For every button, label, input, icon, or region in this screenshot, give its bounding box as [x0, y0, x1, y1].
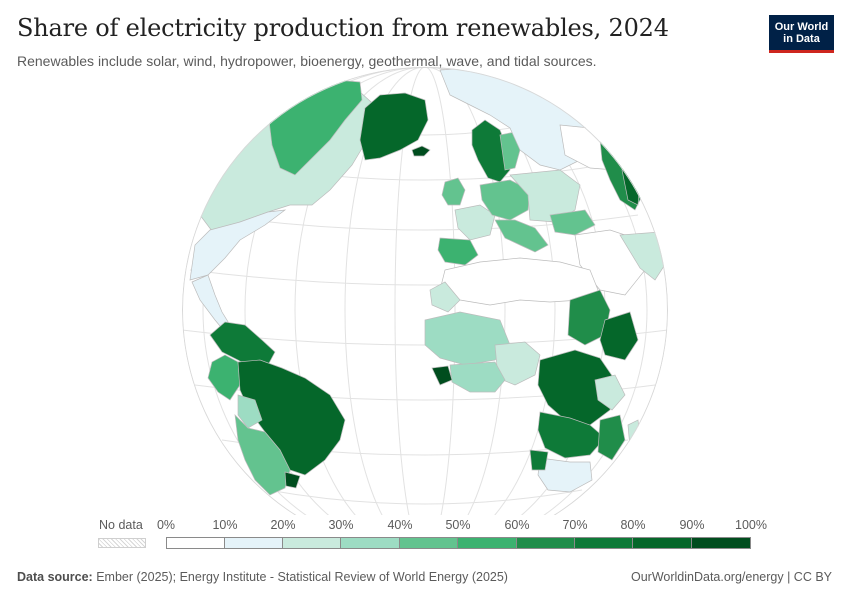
legend-swatch[interactable]: [341, 537, 400, 549]
region-namibia[interactable]: [529, 449, 549, 471]
legend-swatch[interactable]: [400, 537, 458, 549]
region-east-africa[interactable]: [594, 374, 626, 411]
region-peru[interactable]: [207, 354, 241, 401]
region-iceland[interactable]: [411, 145, 431, 157]
region-sahel-west[interactable]: [424, 311, 511, 366]
legend-no-data-label: No data: [99, 518, 143, 532]
legend-scale-border: [166, 537, 751, 549]
region-central-europe[interactable]: [479, 179, 531, 221]
legend-swatch[interactable]: [225, 537, 283, 549]
legend-tick-label: 50%: [445, 518, 471, 532]
logo-line-2: in Data: [783, 33, 820, 45]
region-mozambique[interactable]: [597, 414, 626, 461]
legend-swatch[interactable]: [633, 537, 692, 549]
legend-tick-label: 30%: [328, 518, 354, 532]
legend-swatch[interactable]: [575, 537, 633, 549]
data-source-label: Data source:: [17, 570, 93, 584]
legend-swatch[interactable]: [517, 537, 575, 549]
region-iberia[interactable]: [437, 237, 479, 266]
legend-tick-label: 10%: [212, 518, 238, 532]
region-south-africa[interactable]: [537, 457, 593, 493]
region-france[interactable]: [454, 204, 496, 241]
globe-outline: [182, 67, 668, 515]
region-central-africa[interactable]: [537, 349, 616, 426]
data-source-text[interactable]: Ember (2025); Energy Institute - Statist…: [96, 570, 508, 584]
legend-scale: [166, 537, 751, 550]
chart-title: Share of electricity production from ren…: [17, 14, 669, 42]
region-bolivia[interactable]: [237, 394, 263, 429]
owid-logo[interactable]: Our World in Data: [769, 15, 834, 53]
legend-tick-label: 100%: [735, 518, 767, 532]
legend-tick-label: 0%: [156, 518, 176, 532]
legend-tick-label: 20%: [270, 518, 296, 532]
logo-line-1: Our World: [774, 21, 829, 33]
legend-swatch[interactable]: [458, 537, 517, 549]
region-greenland[interactable]: [359, 92, 429, 161]
region-south-asia[interactable]: [619, 231, 668, 281]
globe-map[interactable]: [0, 0, 850, 515]
region-western-sahara[interactable]: [429, 281, 461, 313]
region-usa[interactable]: [189, 209, 287, 281]
region-ethiopia[interactable]: [599, 311, 639, 361]
legend-tick-label: 90%: [679, 518, 705, 532]
region-angola-zambia[interactable]: [537, 411, 606, 459]
region-liberia[interactable]: [431, 365, 453, 386]
region-uk-ireland[interactable]: [441, 177, 466, 206]
region-gulf-of-guinea[interactable]: [449, 361, 506, 393]
source-url[interactable]: OurWorldinData.org/energy | CC BY: [630, 570, 832, 584]
legend-tick-label: 80%: [620, 518, 646, 532]
legend-swatch[interactable]: [166, 537, 225, 549]
legend-swatch[interactable]: [692, 537, 751, 549]
legend-tick-label: 40%: [387, 518, 413, 532]
region-turkey[interactable]: [549, 209, 596, 236]
legend-tick-label: 60%: [504, 518, 530, 532]
region-uruguay[interactable]: [284, 471, 301, 489]
legend-swatch[interactable]: [283, 537, 341, 549]
legend-tick-label: 70%: [562, 518, 588, 532]
data-source: Data source: Ember (2025); Energy Instit…: [17, 570, 508, 584]
region-madagascar[interactable]: [627, 419, 641, 449]
region-colombia-venezuela[interactable]: [209, 321, 276, 369]
chart-subtitle: Renewables include solar, wind, hydropow…: [17, 53, 597, 69]
region-italy-balkans[interactable]: [494, 219, 549, 253]
region-argentina-chile[interactable]: [234, 414, 291, 496]
legend-no-data-swatch: [98, 538, 146, 548]
